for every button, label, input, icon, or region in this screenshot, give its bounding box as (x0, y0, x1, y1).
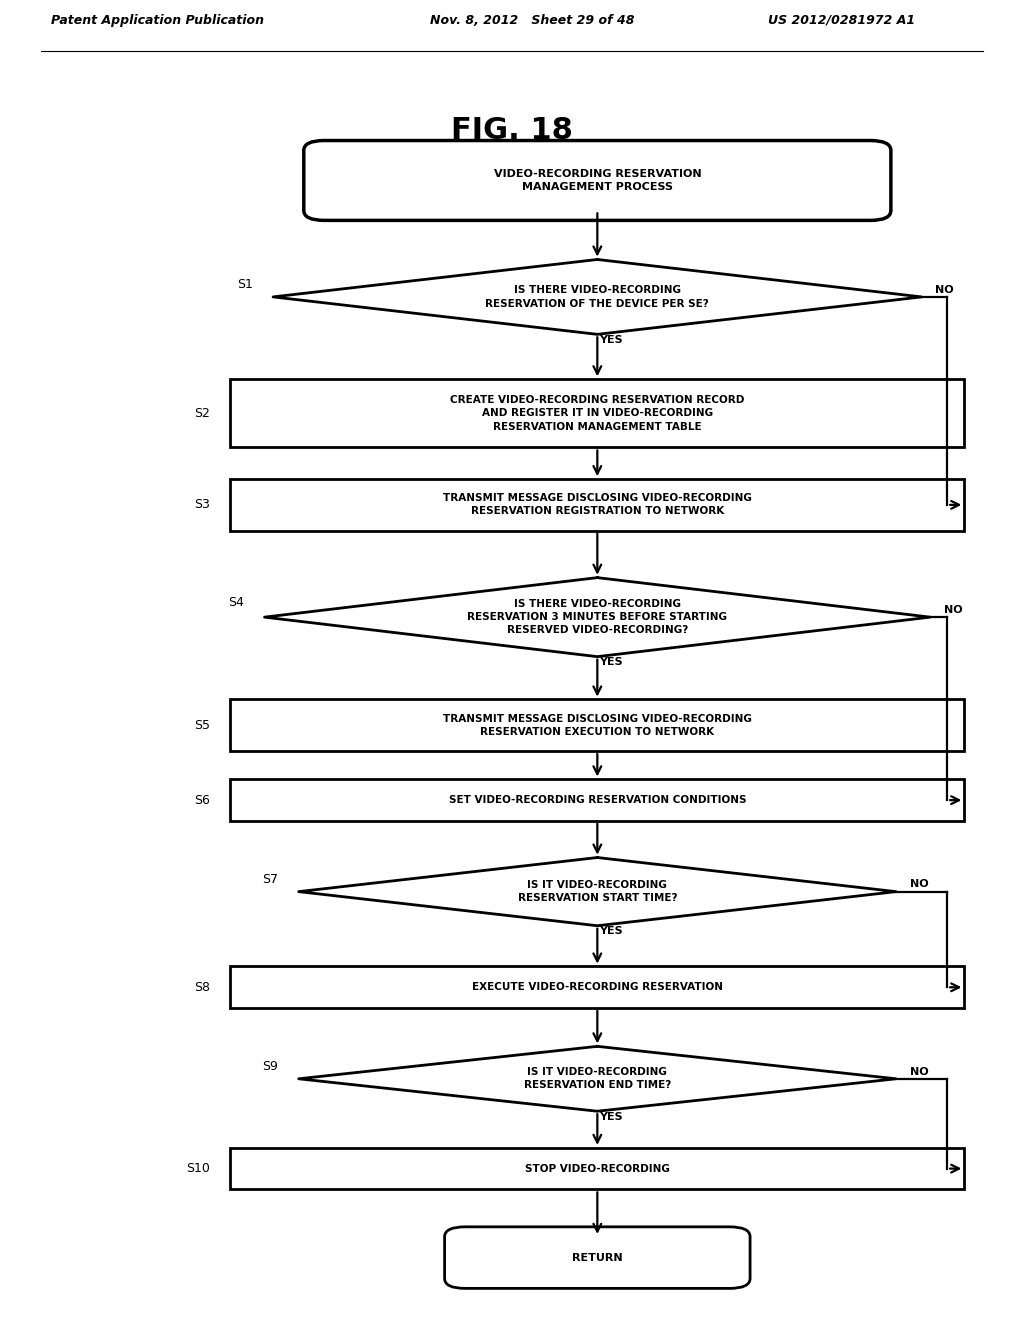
Text: S8: S8 (194, 981, 210, 994)
Text: CREATE VIDEO-RECORDING RESERVATION RECORD
AND REGISTER IT IN VIDEO-RECORDING
RES: CREATE VIDEO-RECORDING RESERVATION RECOR… (451, 395, 744, 432)
Text: NO: NO (944, 605, 963, 615)
Polygon shape (299, 1047, 896, 1111)
Text: IS IT VIDEO-RECORDING
RESERVATION START TIME?: IS IT VIDEO-RECORDING RESERVATION START … (517, 880, 677, 903)
FancyBboxPatch shape (444, 1226, 750, 1288)
Text: S1: S1 (237, 279, 253, 290)
Text: S4: S4 (228, 595, 244, 609)
Text: S6: S6 (194, 793, 210, 807)
Text: S3: S3 (194, 499, 210, 511)
Text: YES: YES (599, 335, 623, 345)
Text: YES: YES (599, 927, 623, 936)
Text: Patent Application Publication: Patent Application Publication (51, 13, 264, 26)
Bar (230, 479, 965, 531)
Bar (230, 379, 965, 447)
Bar (230, 966, 965, 1008)
Text: YES: YES (599, 657, 623, 667)
Polygon shape (299, 858, 896, 925)
Text: RETURN: RETURN (572, 1253, 623, 1263)
Text: NO: NO (909, 879, 929, 890)
Text: S2: S2 (194, 407, 210, 420)
Text: S5: S5 (194, 719, 210, 731)
Text: IS IT VIDEO-RECORDING
RESERVATION END TIME?: IS IT VIDEO-RECORDING RESERVATION END TI… (523, 1067, 671, 1090)
Text: EXECUTE VIDEO-RECORDING RESERVATION: EXECUTE VIDEO-RECORDING RESERVATION (472, 982, 723, 993)
Text: Nov. 8, 2012   Sheet 29 of 48: Nov. 8, 2012 Sheet 29 of 48 (430, 13, 635, 26)
Text: NO: NO (909, 1067, 929, 1077)
Text: NO: NO (935, 285, 954, 294)
Text: S7: S7 (262, 873, 279, 886)
Text: YES: YES (599, 1111, 623, 1122)
Bar (230, 779, 965, 821)
Text: TRANSMIT MESSAGE DISCLOSING VIDEO-RECORDING
RESERVATION EXECUTION TO NETWORK: TRANSMIT MESSAGE DISCLOSING VIDEO-RECORD… (443, 714, 752, 737)
Bar (230, 700, 965, 751)
Text: SET VIDEO-RECORDING RESERVATION CONDITIONS: SET VIDEO-RECORDING RESERVATION CONDITIO… (449, 795, 746, 805)
Text: S9: S9 (262, 1060, 279, 1073)
Text: TRANSMIT MESSAGE DISCLOSING VIDEO-RECORDING
RESERVATION REGISTRATION TO NETWORK: TRANSMIT MESSAGE DISCLOSING VIDEO-RECORD… (443, 494, 752, 516)
Bar (230, 1148, 965, 1189)
FancyBboxPatch shape (304, 140, 891, 220)
Text: IS THERE VIDEO-RECORDING
RESERVATION 3 MINUTES BEFORE STARTING
RESERVED VIDEO-RE: IS THERE VIDEO-RECORDING RESERVATION 3 M… (467, 599, 727, 635)
Text: STOP VIDEO-RECORDING: STOP VIDEO-RECORDING (525, 1164, 670, 1173)
Polygon shape (273, 260, 922, 334)
Text: FIG. 18: FIG. 18 (451, 116, 573, 145)
Text: IS THERE VIDEO-RECORDING
RESERVATION OF THE DEVICE PER SE?: IS THERE VIDEO-RECORDING RESERVATION OF … (485, 285, 710, 309)
Text: US 2012/0281972 A1: US 2012/0281972 A1 (768, 13, 915, 26)
Text: VIDEO-RECORDING RESERVATION
MANAGEMENT PROCESS: VIDEO-RECORDING RESERVATION MANAGEMENT P… (494, 169, 701, 193)
Polygon shape (264, 578, 930, 656)
Text: S10: S10 (186, 1162, 210, 1175)
